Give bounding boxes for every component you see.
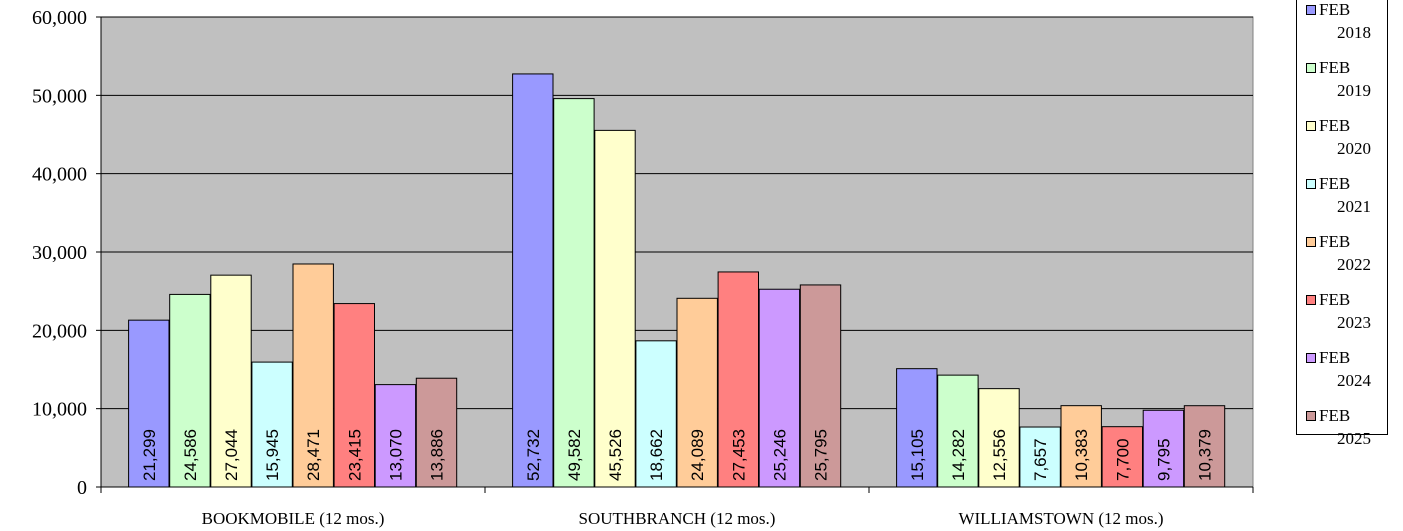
legend-label-year: 2021 [1337, 197, 1371, 216]
bar [128, 319, 170, 488]
bar [1142, 409, 1185, 488]
legend-swatch [1306, 5, 1316, 15]
legend-label-year: 2018 [1337, 23, 1371, 42]
legend-label-year: 2022 [1337, 255, 1371, 274]
data-label: 13,070 [386, 429, 405, 481]
y-tick-label: 20,000 [32, 320, 87, 342]
legend-label: FEB [1319, 290, 1351, 309]
bar [292, 263, 334, 488]
legend-swatch [1306, 121, 1316, 131]
bar [896, 368, 938, 488]
bar [1060, 405, 1102, 488]
bar [374, 384, 417, 488]
data-label: 15,945 [263, 429, 282, 481]
legend: FEB 2018 FEB 2019 FEB 2020 FEB 2021 FEB 2022 FEB 20… [1296, 0, 1388, 448]
data-label: 23,415 [345, 429, 364, 481]
data-label: 24,586 [181, 429, 200, 481]
bar [1019, 426, 1061, 488]
y-tick-label: 0 [77, 477, 87, 499]
data-label: 27,044 [222, 429, 241, 481]
x-category-label: SOUTHBRANCH (12 mos.) [579, 509, 776, 528]
legend-label-year: 2020 [1337, 139, 1371, 158]
data-label: 27,453 [729, 429, 748, 481]
x-axis: BOOKMOBILE (12 mos.) SOUTHBRANCH (12 mos.… [100, 486, 1254, 528]
legend-swatch [1306, 179, 1316, 189]
bar [1101, 426, 1143, 488]
data-label: 7,700 [1113, 438, 1132, 481]
legend-item: FEB 2025 [1303, 407, 1387, 465]
bar [799, 284, 842, 488]
y-axis: 0 10,000 20,000 30,000 40,000 50,000 60,000 [32, 7, 102, 499]
legend-item: FEB 2022 [1303, 233, 1387, 291]
legend-swatch [1306, 353, 1316, 363]
legend-item: FEB 2019 [1303, 59, 1387, 117]
legend-swatch [1306, 237, 1316, 247]
data-label: 21,299 [140, 429, 159, 481]
y-tick-label: 30,000 [32, 242, 87, 264]
x-category-label: WILLIAMSTOWN (12 mos.) [958, 509, 1163, 528]
y-tick-label: 40,000 [32, 164, 87, 186]
bar [676, 297, 718, 488]
bar [937, 374, 979, 488]
data-label: 25,246 [770, 429, 789, 481]
y-tick-label: 10,000 [32, 399, 87, 421]
data-label: 28,471 [304, 429, 323, 481]
data-label: 10,383 [1072, 429, 1091, 481]
legend-swatch [1306, 411, 1316, 421]
bar [635, 340, 677, 488]
bar [251, 361, 293, 488]
data-label: 9,795 [1154, 438, 1173, 481]
data-label: 10,379 [1196, 429, 1215, 481]
bar [333, 303, 376, 488]
x-category-label: BOOKMOBILE (12 mos.) [202, 509, 385, 528]
bar [553, 98, 595, 488]
legend-label: FEB [1319, 232, 1351, 251]
bar [978, 388, 1020, 488]
legend-label-year: 2024 [1337, 371, 1371, 390]
legend-label: FEB [1319, 0, 1351, 19]
bar [512, 73, 554, 488]
data-label: 24,089 [688, 429, 707, 481]
legend-label: FEB [1319, 58, 1351, 77]
data-labels: 21,299 24,586 27,044 15,945 28,471 23,415 13,0… [140, 429, 1215, 481]
data-label: 45,526 [606, 429, 625, 481]
legend-label: FEB [1319, 116, 1351, 135]
legend-label-year: 2023 [1337, 313, 1371, 332]
data-label: 15,105 [908, 429, 927, 481]
data-label: 49,582 [565, 429, 584, 481]
bars [128, 73, 1226, 488]
legend-label: FEB [1319, 348, 1351, 367]
legend-swatch [1306, 295, 1316, 305]
legend-swatch [1306, 63, 1316, 73]
legend-item: FEB 2023 [1303, 291, 1387, 349]
bar [758, 288, 801, 488]
bar [1183, 405, 1226, 488]
data-label: 52,732 [524, 429, 543, 481]
bar [210, 274, 252, 488]
y-tick-label: 50,000 [32, 85, 87, 107]
bar [169, 293, 211, 488]
data-label: 18,662 [647, 429, 666, 481]
legend-item: FEB 2021 [1303, 175, 1387, 233]
data-label: 14,282 [949, 429, 968, 481]
legend-item: FEB 2020 [1303, 117, 1387, 175]
bar [717, 271, 759, 488]
legend-item: FEB 2024 [1303, 349, 1387, 407]
bar [594, 129, 636, 488]
bar [415, 377, 458, 488]
legend-label: FEB [1319, 406, 1351, 425]
data-label: 12,556 [990, 429, 1009, 481]
legend-label: FEB [1319, 174, 1351, 193]
legend-label-year: 2019 [1337, 81, 1371, 100]
data-label: 13,886 [428, 429, 447, 481]
data-label: 7,657 [1031, 438, 1050, 481]
y-tick-label: 60,000 [32, 7, 87, 29]
data-label: 25,795 [812, 429, 831, 481]
legend-item: FEB 2018 [1303, 1, 1387, 59]
legend-label-year: 2025 [1337, 429, 1371, 448]
